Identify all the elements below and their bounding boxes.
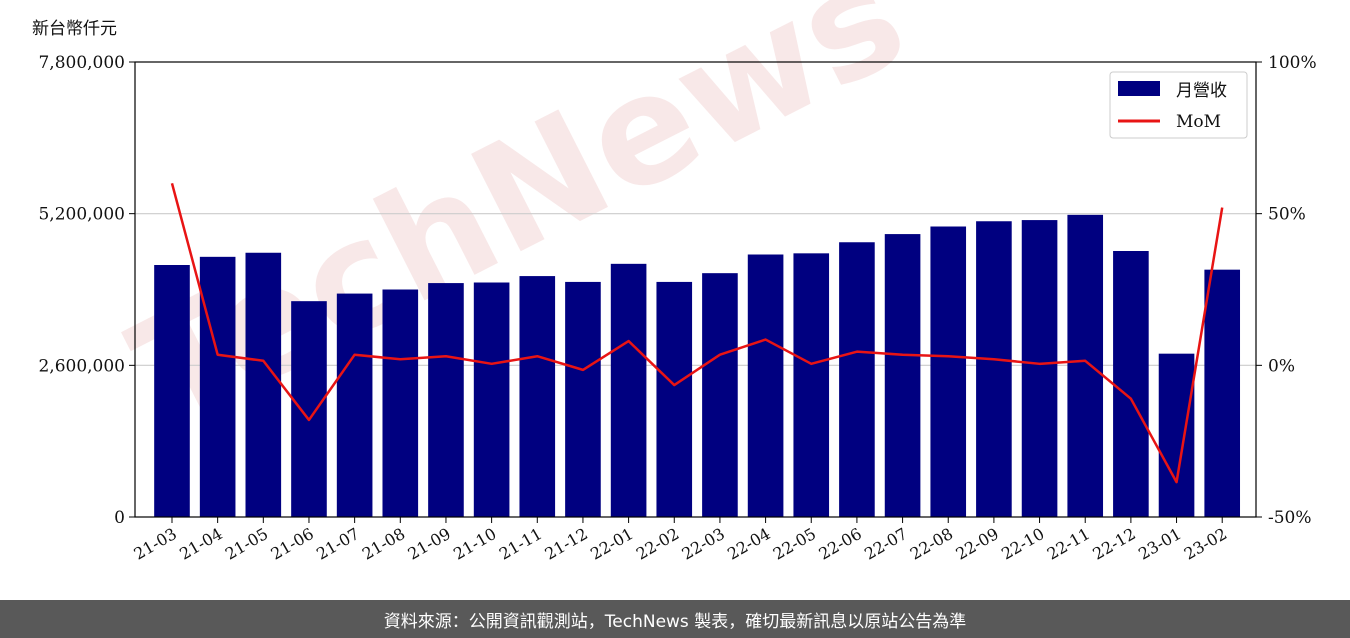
x-tick-label: 22-10: [998, 524, 1047, 564]
bar-22-05: [793, 253, 830, 518]
x-tick-label: 21-11: [496, 524, 545, 564]
bar-21-04: [199, 256, 236, 517]
bar-22-10: [1021, 220, 1058, 518]
x-tick-label: 22-02: [633, 524, 682, 564]
bar-22-06: [839, 242, 875, 517]
bar-21-03: [154, 265, 190, 517]
x-tick-label: 21-08: [359, 524, 408, 564]
bar-series: [154, 214, 1241, 518]
bar-21-06: [291, 301, 327, 517]
bar-21-09: [428, 283, 464, 517]
legend-label-revenue: 月營收: [1176, 81, 1227, 101]
right-tick-label: 0%: [1268, 356, 1295, 376]
x-tick-label: 22-05: [770, 524, 819, 564]
left-tick-label: 5,200,000: [38, 205, 125, 225]
bar-21-11: [519, 276, 556, 517]
bar-23-01: [1158, 353, 1195, 517]
legend-bar-swatch: [1118, 81, 1160, 96]
x-tick-label: 21-04: [176, 524, 225, 564]
mom-line: [170, 183, 1224, 484]
bar-22-02: [656, 281, 693, 517]
left-tick-label: 0: [114, 508, 125, 528]
x-tick-label: 22-07: [861, 524, 910, 564]
right-tick-label: 100%: [1268, 53, 1317, 73]
x-tick-label: 22-11: [1044, 524, 1093, 564]
y-axis-unit-label: 新台幣仟元: [32, 19, 117, 39]
x-tick-label: 21-12: [541, 524, 590, 564]
right-tick-label: -50%: [1268, 508, 1312, 528]
bar-21-07: [336, 293, 373, 517]
bar-21-12: [565, 281, 601, 517]
bar-22-07: [884, 234, 921, 518]
x-tick-label: 23-01: [1135, 524, 1184, 564]
legend: 月營收 MoM: [1109, 71, 1248, 139]
x-tick-label: 22-06: [815, 524, 864, 564]
bar-22-12: [1113, 251, 1149, 517]
source-footer: 資料來源：公開資訊觀測站，TechNews 製表，確切最新訊息以原站公告為準: [0, 600, 1350, 638]
x-tick-label: 22-04: [724, 524, 773, 564]
x-tick-label: 21-10: [450, 524, 499, 564]
x-tick-label: 22-01: [587, 524, 636, 564]
left-axis: 0 2,600,000 5,200,000 7,800,000: [38, 53, 135, 528]
x-tick-label: 22-09: [952, 524, 1001, 564]
bar-21-05: [245, 252, 282, 517]
bar-22-08: [930, 226, 967, 517]
right-axis: -50% 0% 50% 100%: [1256, 53, 1317, 528]
plot-frame: [134, 61, 1257, 518]
legend-label-mom: MoM: [1176, 112, 1221, 132]
bar-22-09: [976, 221, 1012, 517]
left-tick-label: 7,800,000: [38, 53, 125, 73]
left-tick-label: 2,600,000: [38, 356, 125, 376]
x-tick-label: 21-03: [131, 524, 180, 564]
bar-22-03: [702, 273, 738, 517]
x-tick-label: 23-02: [1181, 524, 1230, 564]
x-tick-label: 21-07: [313, 524, 362, 564]
x-tick-label: 21-09: [405, 524, 454, 564]
bar-21-10: [473, 282, 510, 517]
bar-22-01: [610, 263, 647, 517]
x-tick-label: 21-05: [222, 524, 271, 564]
bar-22-11: [1067, 214, 1104, 518]
mom-line-series: [170, 183, 1224, 484]
x-tick-label: 21-06: [268, 524, 317, 564]
right-tick-label: 50%: [1268, 205, 1306, 225]
bar-22-04: [747, 254, 784, 517]
bar-23-02: [1204, 269, 1241, 517]
x-tick-label: 22-03: [678, 524, 727, 564]
bar-21-08: [382, 289, 419, 517]
x-tick-label: 22-12: [1089, 524, 1138, 564]
x-tick-label: 22-08: [907, 524, 956, 564]
x-axis: 21-0321-0421-0521-0621-0721-0821-0921-10…: [131, 517, 1230, 564]
